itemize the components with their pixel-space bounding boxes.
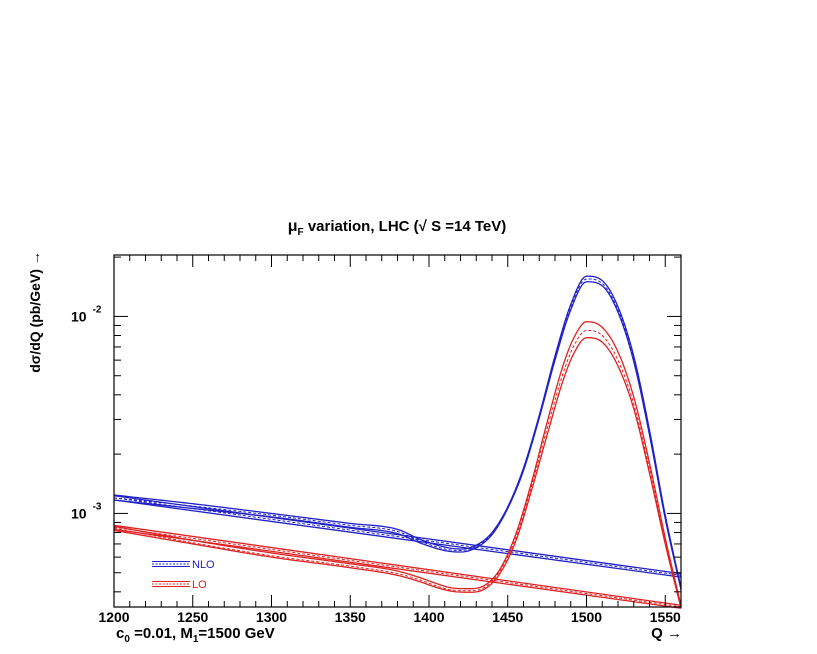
annotation-c-text: =0.01, M <box>130 625 193 642</box>
y-axis-label: dσ/dQ (pb/GeV) → <box>27 251 43 373</box>
chart-title: μF variation, LHC (√ S =14 TeV) <box>288 218 507 238</box>
legend-label-nlo: NLO <box>192 559 215 571</box>
lo-background-solid-curve-9 <box>113 524 682 606</box>
nlo-background-dashed-curve-4 <box>113 497 682 576</box>
x-axis-label: Q → <box>651 625 682 642</box>
x-tick-label: 1400 <box>413 609 444 625</box>
lo-signal-solid-curve-8 <box>113 337 682 609</box>
title-text: variation, LHC ( <box>304 218 419 235</box>
lo-signal-dashed-curve-7 <box>113 329 682 606</box>
nlo-signal-dashed-curve-1 <box>113 278 682 588</box>
y-tick-labels: 10-2 10-3 <box>71 304 102 521</box>
lo-background-dashed-curve-10 <box>113 526 682 608</box>
legend-label-lo: LO <box>192 579 207 591</box>
y-tick-label: 10 -2 <box>71 304 102 324</box>
annotation-m-text: =1500 GeV <box>198 625 274 642</box>
y-tick-label: 10 -3 <box>71 501 102 521</box>
title-s-text: S =14 TeV) <box>427 218 506 235</box>
legend: NLO LO <box>152 559 215 591</box>
parameter-annotation: c0 =0.01, M1=1500 GeV <box>116 625 275 645</box>
title-sqrt: √ <box>419 218 428 235</box>
curves-group <box>113 275 682 609</box>
annotation-m-sub: 1 <box>193 634 199 645</box>
x-tick-label: 1350 <box>335 609 366 625</box>
nlo-background-solid-curve-3 <box>113 495 682 575</box>
nlo-background-solid-curve-5 <box>113 499 682 578</box>
x-tick-label: 1250 <box>177 609 208 625</box>
title-mu-sub: F <box>298 227 304 238</box>
annotation-c: c <box>116 625 124 642</box>
x-tick-labels: 1200 1250 1300 1350 1400 1450 1500 1550 <box>98 609 681 625</box>
title-mu: μ <box>288 218 298 235</box>
x-tick-label: 1300 <box>256 609 287 625</box>
x-tick-label: 1200 <box>98 609 129 625</box>
x-tick-label: 1500 <box>571 609 602 625</box>
nlo-signal-solid-curve-2 <box>113 281 682 590</box>
nlo-signal-solid-curve-0 <box>113 275 682 588</box>
x-tick-label: 1550 <box>650 609 681 625</box>
ticks-group <box>113 255 682 607</box>
x-tick-label: 1450 <box>492 609 523 625</box>
annotation-c-sub: 0 <box>124 634 130 645</box>
plot-frame <box>113 254 682 608</box>
